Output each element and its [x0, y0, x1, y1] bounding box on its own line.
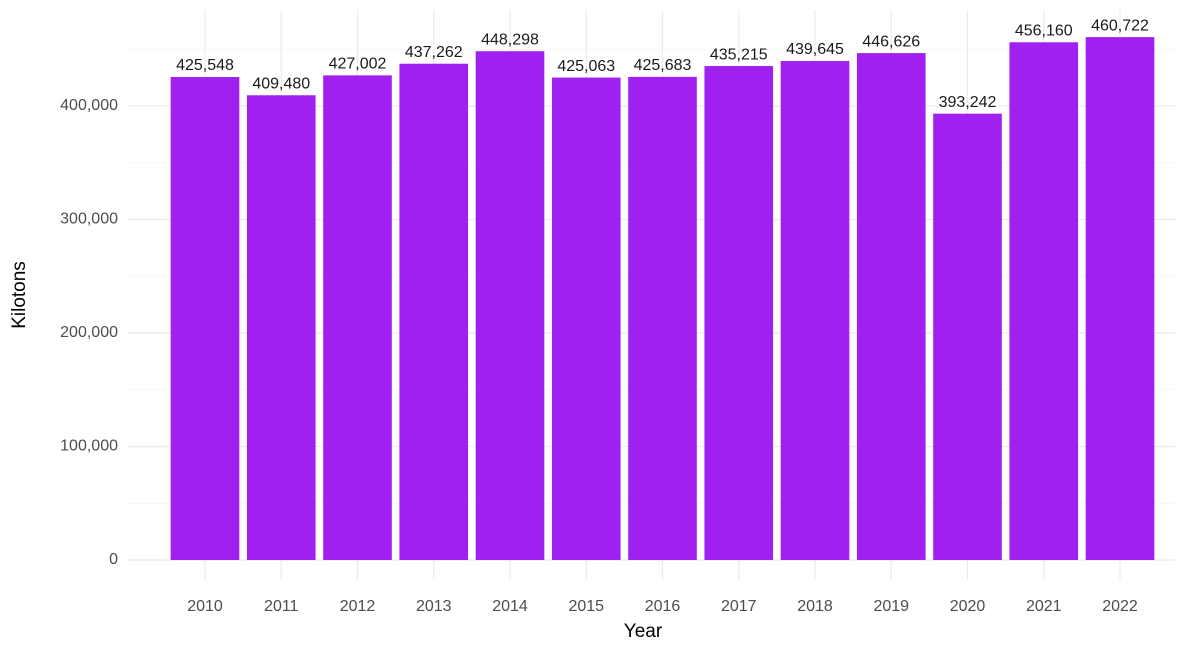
x-axis-label: Year — [624, 621, 663, 642]
value-label: 435,215 — [710, 46, 768, 63]
bar — [475, 51, 545, 561]
value-label: 393,242 — [939, 94, 997, 111]
value-label: 427,002 — [329, 56, 387, 73]
bar — [551, 77, 621, 561]
bar — [323, 75, 392, 561]
bar — [170, 77, 240, 561]
x-tick-label: 2012 — [340, 598, 376, 615]
value-label: 439,645 — [786, 41, 844, 58]
bar — [1009, 42, 1079, 561]
value-label: 446,626 — [862, 33, 920, 50]
y-axis-label: Kilotons — [9, 261, 30, 329]
x-tick-label: 2017 — [721, 598, 757, 615]
y-tick-label: 200,000 — [60, 324, 118, 341]
bar — [1085, 37, 1155, 561]
x-tick-label: 2022 — [1102, 598, 1138, 615]
value-label: 409,480 — [252, 75, 310, 92]
bar — [628, 76, 697, 561]
x-tick-label: 2018 — [797, 598, 833, 615]
bar — [933, 113, 1002, 561]
y-tick-label: 300,000 — [60, 211, 118, 228]
x-tick-label: 2015 — [568, 598, 604, 615]
x-tick-label: 2021 — [1026, 598, 1062, 615]
bar — [246, 95, 316, 561]
value-label: 456,160 — [1015, 22, 1073, 39]
bar — [856, 53, 926, 561]
value-label: 437,262 — [405, 44, 463, 61]
y-tick-label: 400,000 — [60, 97, 118, 114]
value-label: 425,683 — [634, 57, 692, 74]
x-tick-label: 2011 — [264, 598, 299, 615]
y-tick-label: 100,000 — [60, 438, 118, 455]
x-tick-label: 2014 — [492, 598, 528, 615]
value-label: 460,722 — [1091, 17, 1149, 34]
value-label: 448,298 — [481, 31, 539, 48]
bar — [704, 66, 774, 561]
value-label: 425,063 — [557, 58, 615, 75]
bar — [399, 63, 469, 561]
x-tick-label: 2019 — [873, 598, 909, 615]
bar — [780, 61, 850, 561]
value-label: 425,548 — [176, 57, 234, 74]
x-tick-label: 2016 — [645, 598, 681, 615]
y-tick-label: 0 — [109, 551, 118, 568]
x-tick-label: 2010 — [187, 598, 223, 615]
x-tick-label: 2013 — [416, 598, 452, 615]
x-tick-label: 2020 — [950, 598, 986, 615]
